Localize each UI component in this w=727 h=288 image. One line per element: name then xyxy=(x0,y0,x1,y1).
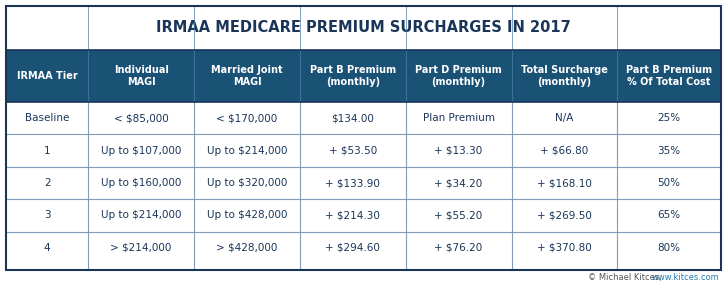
Text: 3: 3 xyxy=(44,211,50,220)
Text: Up to $107,000: Up to $107,000 xyxy=(101,146,181,156)
Bar xyxy=(6,199,721,232)
Text: + $214.30: + $214.30 xyxy=(326,211,380,220)
Text: 25%: 25% xyxy=(658,113,680,123)
Text: + $13.30: + $13.30 xyxy=(435,146,483,156)
Text: IRMAA MEDICARE PREMIUM SURCHARGES IN 2017: IRMAA MEDICARE PREMIUM SURCHARGES IN 201… xyxy=(156,20,571,35)
Text: © Michael Kitces,: © Michael Kitces, xyxy=(587,273,664,282)
Text: Total Surcharge
(monthly): Total Surcharge (monthly) xyxy=(521,65,608,87)
Text: Up to $214,000: Up to $214,000 xyxy=(206,146,287,156)
Text: + $168.10: + $168.10 xyxy=(537,178,592,188)
Bar xyxy=(6,102,721,134)
Text: 80%: 80% xyxy=(658,243,680,253)
Text: + $370.80: + $370.80 xyxy=(537,243,592,253)
Text: Married Joint
MAGI: Married Joint MAGI xyxy=(211,65,283,87)
Bar xyxy=(6,134,721,167)
Text: + $294.60: + $294.60 xyxy=(326,243,380,253)
Text: 35%: 35% xyxy=(658,146,680,156)
Text: + $34.20: + $34.20 xyxy=(435,178,483,188)
Text: 50%: 50% xyxy=(658,178,680,188)
Text: N/A: N/A xyxy=(555,113,574,123)
Text: 2: 2 xyxy=(44,178,50,188)
Text: IRMAA Tier: IRMAA Tier xyxy=(17,71,78,81)
Text: Up to $320,000: Up to $320,000 xyxy=(206,178,287,188)
Text: Individual
MAGI: Individual MAGI xyxy=(113,65,169,87)
Bar xyxy=(6,6,721,50)
Text: Part B Premium
% Of Total Cost: Part B Premium % Of Total Cost xyxy=(626,65,712,87)
Text: > $214,000: > $214,000 xyxy=(111,243,172,253)
Text: < $170,000: < $170,000 xyxy=(217,113,278,123)
Text: Part D Premium
(monthly): Part D Premium (monthly) xyxy=(415,65,502,87)
Text: + $269.50: + $269.50 xyxy=(537,211,592,220)
Text: < $85,000: < $85,000 xyxy=(113,113,169,123)
Text: + $133.90: + $133.90 xyxy=(326,178,380,188)
Text: 1: 1 xyxy=(44,146,50,156)
Text: 4: 4 xyxy=(44,243,50,253)
Text: Up to $160,000: Up to $160,000 xyxy=(101,178,181,188)
Bar xyxy=(6,167,721,199)
Text: Part B Premium
(monthly): Part B Premium (monthly) xyxy=(310,65,395,87)
Text: www.kitces.com: www.kitces.com xyxy=(652,273,720,282)
Text: + $55.20: + $55.20 xyxy=(435,211,483,220)
Text: Up to $214,000: Up to $214,000 xyxy=(101,211,181,220)
Text: > $428,000: > $428,000 xyxy=(216,243,278,253)
Text: Baseline: Baseline xyxy=(25,113,69,123)
Text: + $66.80: + $66.80 xyxy=(540,146,589,156)
Text: $134.00: $134.00 xyxy=(332,113,374,123)
Text: Plan Premium: Plan Premium xyxy=(422,113,494,123)
Bar xyxy=(6,50,721,102)
Text: 65%: 65% xyxy=(658,211,680,220)
Text: + $76.20: + $76.20 xyxy=(435,243,483,253)
Text: Up to $428,000: Up to $428,000 xyxy=(206,211,287,220)
Text: + $53.50: + $53.50 xyxy=(329,146,377,156)
Bar xyxy=(6,232,721,264)
